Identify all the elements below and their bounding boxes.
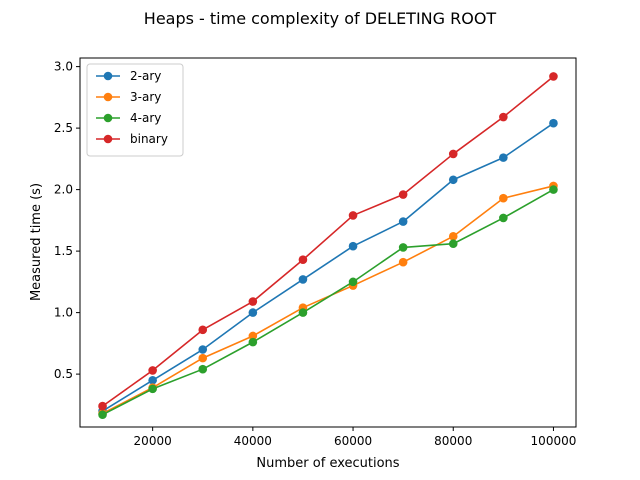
series-line-4-ary <box>102 188 554 416</box>
data-point-binary <box>348 211 358 220</box>
y-tick-label: 2.0 <box>54 183 73 197</box>
y-tick-label: 1.5 <box>54 244 73 258</box>
chart-title: Heaps - time complexity of DELETING ROOT <box>144 9 497 28</box>
x-tick-label: 40000 <box>234 434 272 448</box>
legend-label: 2-ary <box>130 69 161 83</box>
series-binary <box>98 72 558 411</box>
data-point-2-ary <box>398 217 408 226</box>
legend-label: binary <box>130 132 168 146</box>
legend: 2-ary 3-ary 4-ary binary <box>86 63 184 157</box>
data-point-3-ary <box>448 232 458 241</box>
y-tick-label: 3.0 <box>54 60 73 74</box>
y-tick-label: 1.0 <box>54 306 73 320</box>
data-point-binary <box>549 72 558 81</box>
legend-box <box>86 63 184 157</box>
legend-item-2-ary: 2-ary <box>96 69 161 83</box>
data-point-4-ary <box>348 277 358 287</box>
data-point-2-ary <box>148 375 157 385</box>
series-4-ary <box>98 185 558 420</box>
data-point-binary <box>448 149 458 159</box>
data-point-4-ary <box>298 308 308 317</box>
data-point-4-ary <box>448 239 458 249</box>
legend-marker <box>103 92 113 102</box>
data-point-2-ary <box>549 118 558 128</box>
data-point-binary <box>298 255 308 265</box>
data-point-4-ary <box>198 364 208 374</box>
legend-label: 4-ary <box>130 111 161 125</box>
legend-item-3-ary: 3-ary <box>96 90 161 104</box>
series-line-binary <box>102 75 554 407</box>
data-point-2-ary <box>248 308 258 317</box>
x-tick-label: 80000 <box>434 434 472 448</box>
data-point-3-ary <box>398 257 408 267</box>
legend-marker <box>103 113 113 123</box>
legend-label: 3-ary <box>130 90 161 104</box>
legend-item-4-ary: 4-ary <box>96 111 161 125</box>
x-axis-label: Number of executions <box>256 456 399 471</box>
data-point-binary <box>198 325 208 335</box>
plot-frame <box>79 57 577 428</box>
data-point-2-ary <box>348 241 358 251</box>
data-point-4-ary <box>98 410 107 420</box>
legend-item-binary: binary <box>96 132 168 146</box>
data-point-4-ary <box>549 185 558 194</box>
legend-marker <box>103 134 113 144</box>
data-point-2-ary <box>448 175 458 185</box>
series-line-2-ary <box>102 122 554 412</box>
x-tick-label: 60000 <box>334 434 372 448</box>
data-point-2-ary <box>499 153 508 162</box>
data-point-binary <box>98 401 107 411</box>
data-point-3-ary <box>248 331 258 341</box>
x-tick-label: 100000 <box>531 434 577 448</box>
data-point-3-ary <box>499 193 508 203</box>
legend-marker <box>103 71 113 81</box>
data-point-binary <box>148 366 157 375</box>
y-tick-label: 2.5 <box>54 121 73 135</box>
data-point-binary <box>248 297 258 306</box>
x-tick-label: 20000 <box>134 434 172 448</box>
data-point-binary <box>499 112 508 122</box>
data-point-binary <box>398 190 408 199</box>
data-point-2-ary <box>298 275 308 284</box>
y-tick-label: 0.5 <box>54 367 73 381</box>
data-point-4-ary <box>248 337 258 347</box>
data-point-4-ary <box>499 213 508 223</box>
y-axis-label: Measured time (s) <box>29 183 44 301</box>
data-point-3-ary <box>198 353 208 363</box>
data-point-4-ary <box>398 243 408 252</box>
data-point-4-ary <box>148 384 157 394</box>
data-point-2-ary <box>198 345 208 354</box>
